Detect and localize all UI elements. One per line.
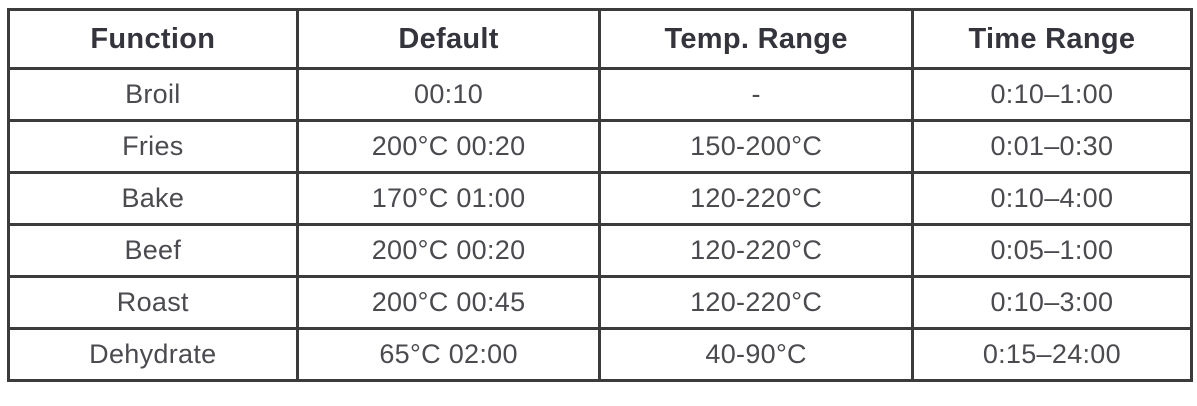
table-row-dehydrate: Dehydrate 65°C 02:00 40-90°C 0:15–24:00 [7, 327, 1194, 382]
table-row-roast: Roast 200°C 00:45 120-220°C 0:10–3:00 [7, 275, 1194, 330]
cell-function: Beef [7, 223, 299, 278]
cell-function: Roast [7, 275, 299, 330]
cell-time-range: 0:10–4:00 [910, 171, 1194, 226]
header-row: Function Default Temp. Range Time Range [7, 8, 1194, 70]
cell-default: 170°C 01:00 [295, 171, 602, 226]
cell-function: Dehydrate [7, 327, 299, 382]
column-header-temp-range: Temp. Range [598, 8, 914, 70]
table-row-fries: Fries 200°C 00:20 150-200°C 0:01–0:30 [7, 119, 1194, 174]
cell-default: 200°C 00:45 [295, 275, 602, 330]
cooking-functions-table: Function Default Temp. Range Time Range … [7, 8, 1194, 382]
cell-default: 00:10 [295, 67, 602, 122]
cell-time-range: 0:01–0:30 [910, 119, 1194, 174]
cell-temp-range: 150-200°C [598, 119, 914, 174]
cell-function: Bake [7, 171, 299, 226]
cell-time-range: 0:05–1:00 [910, 223, 1194, 278]
cell-function: Broil [7, 67, 299, 122]
table-row-broil: Broil 00:10 - 0:10–1:00 [7, 67, 1194, 122]
column-header-time-range: Time Range [910, 8, 1194, 70]
cell-default: 200°C 00:20 [295, 223, 602, 278]
cell-temp-range: 40-90°C [598, 327, 914, 382]
column-header-function: Function [7, 8, 299, 70]
table-row-bake: Bake 170°C 01:00 120-220°C 0:10–4:00 [7, 171, 1194, 226]
cell-time-range: 0:15–24:00 [910, 327, 1194, 382]
cell-default: 65°C 02:00 [295, 327, 602, 382]
cell-function: Fries [7, 119, 299, 174]
cell-time-range: 0:10–1:00 [910, 67, 1194, 122]
cell-default: 200°C 00:20 [295, 119, 602, 174]
cell-temp-range: 120-220°C [598, 171, 914, 226]
table-header: Function Default Temp. Range Time Range [7, 8, 1194, 70]
column-header-default: Default [295, 8, 602, 70]
cell-time-range: 0:10–3:00 [910, 275, 1194, 330]
cell-temp-range: 120-220°C [598, 275, 914, 330]
cell-temp-range: 120-220°C [598, 223, 914, 278]
table-body: Broil 00:10 - 0:10–1:00 Fries 200°C 00:2… [7, 67, 1194, 382]
cell-temp-range: - [598, 67, 914, 122]
table-row-beef: Beef 200°C 00:20 120-220°C 0:05–1:00 [7, 223, 1194, 278]
